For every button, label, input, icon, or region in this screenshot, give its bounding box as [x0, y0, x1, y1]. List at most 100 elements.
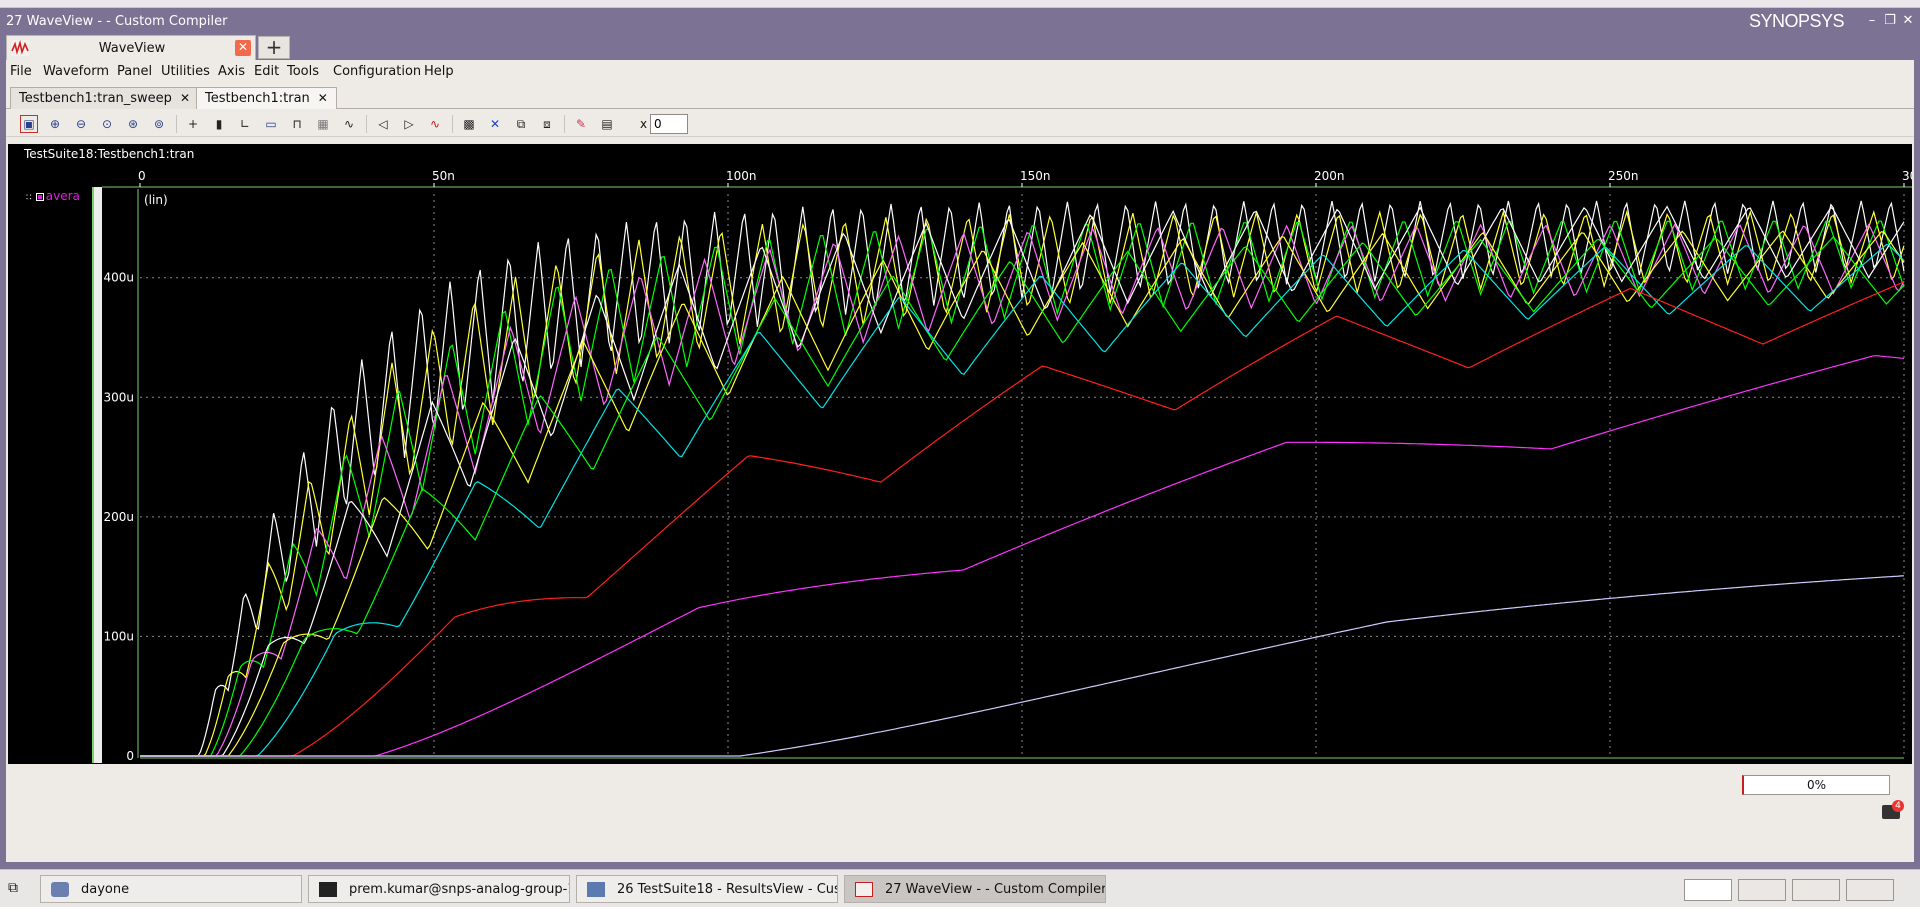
waveform-series-line	[140, 355, 1905, 757]
vertical-scrollbar[interactable]	[92, 187, 102, 763]
y-unit-label: (lin)	[144, 193, 168, 207]
signal-checkbox-icon[interactable]	[35, 192, 44, 201]
toolbar-separator	[176, 115, 177, 133]
close-tab-icon[interactable]: ✕	[179, 91, 190, 105]
title-band	[8, 144, 1912, 162]
waveform-series-line	[140, 205, 1905, 757]
prev-icon[interactable]: ◁	[378, 117, 388, 131]
measure-icon[interactable]: ∟	[239, 117, 251, 131]
task-dayone[interactable]: dayone	[40, 875, 302, 903]
tray-box[interactable]	[1792, 879, 1840, 901]
synopsys-logo: SYNOPSYS	[1748, 11, 1845, 31]
y-tick-label: 300u	[103, 390, 134, 404]
menu-edit[interactable]: Edit	[254, 64, 280, 79]
menu-panel[interactable]: Panel	[117, 64, 153, 79]
edge-icon[interactable]: ∿	[429, 117, 441, 131]
menu-tools[interactable]: Tools	[287, 64, 320, 79]
next-icon[interactable]: ▷	[404, 117, 414, 131]
legend-label: avera	[45, 189, 80, 203]
close-tab-icon[interactable]: ✕	[235, 40, 251, 56]
tray-box[interactable]	[1846, 879, 1894, 901]
x-value-input[interactable]	[650, 114, 688, 134]
terminal-icon	[319, 882, 337, 897]
menu-axis[interactable]: Axis	[218, 64, 245, 79]
menu-bar: File Waveform Panel Utilities Axis Edit …	[6, 60, 1914, 84]
folder-icon	[51, 882, 69, 897]
delete-icon[interactable]: ✕	[489, 117, 501, 131]
stack-icon[interactable]: ▤	[601, 117, 613, 131]
zoom-fit-icon[interactable]: ▣	[20, 115, 38, 133]
stripes-icon[interactable]: ▮	[215, 117, 223, 131]
zoom-in-icon[interactable]: ⊕	[49, 117, 61, 131]
snapshot-icon[interactable]: ▩	[463, 117, 475, 131]
close-window-icon[interactable]: ✕	[1902, 13, 1914, 28]
show-desktop-icon[interactable]: ⧉	[8, 880, 18, 896]
waveform-series-line	[140, 230, 1905, 757]
task-terminal[interactable]: prem.kumar@snps-analog-group-16...	[308, 875, 570, 903]
notification-count: 4	[1892, 800, 1904, 812]
application-window: WaveView ✕ + File Waveform Panel Utiliti…	[6, 35, 1914, 862]
waveform-panel: 0050n50n100n100n150n150n200n200n250n250n…	[8, 144, 1912, 764]
waveform-series-line	[140, 235, 1905, 757]
grid-icon[interactable]: ▦	[317, 117, 329, 131]
zoom-x-icon[interactable]: ⊙	[101, 117, 113, 131]
drag-handle-icon[interactable]: ∷	[26, 193, 32, 203]
doc-tab-waveview[interactable]: WaveView ✕	[6, 35, 256, 60]
restore-icon[interactable]: ❐	[1884, 13, 1896, 28]
x-tick-label-top: 100n	[726, 169, 757, 183]
task-waveview[interactable]: 27 WaveView - - Custom Compiler	[844, 875, 1106, 903]
x-tick-label-top: 50n	[432, 169, 455, 183]
window-titlebar: 27 WaveView - - Custom Compiler SYNOPSYS…	[0, 8, 1920, 35]
task-resultsview[interactable]: 26 TestSuite18 - ResultsView - Cus...	[576, 875, 838, 903]
zoom-y-icon[interactable]: ⊛	[127, 117, 139, 131]
y-tick-label: 200u	[103, 510, 134, 524]
view-tab-bar: Testbench1:tran_sweep ✕ Testbench1:tran ✕	[6, 84, 1914, 110]
progress-indicator: 0%	[1742, 775, 1890, 795]
minimize-icon[interactable]: –	[1868, 13, 1876, 28]
tray-box[interactable]	[1738, 879, 1786, 901]
zoom-area-icon[interactable]: ⊚	[153, 117, 165, 131]
tab-label: Testbench1:tran_sweep	[19, 91, 172, 106]
waveview-app-icon	[11, 40, 29, 56]
notification-icon[interactable]: 4	[1882, 800, 1904, 819]
tab-tran[interactable]: Testbench1:tran ✕	[196, 87, 337, 110]
copy-icon[interactable]: ⧉	[516, 116, 526, 131]
waveform-series-line	[140, 243, 1905, 757]
menu-utilities[interactable]: Utilities	[161, 64, 210, 79]
x-tick-label-top: 200n	[1314, 169, 1345, 183]
top-strip	[0, 0, 1920, 8]
close-tab-icon[interactable]: ✕	[317, 91, 328, 105]
zoom-out-icon[interactable]: ⊖	[75, 117, 87, 131]
cursor-cross-icon[interactable]: +	[187, 117, 199, 131]
layout-icon[interactable]: ⧈	[543, 116, 551, 131]
pulse-icon[interactable]: ⊓	[292, 117, 302, 131]
menu-help[interactable]: Help	[424, 64, 454, 79]
signal-list: ∷ avera	[8, 187, 93, 762]
menu-file[interactable]: File	[10, 64, 32, 79]
wave-icon[interactable]: ∿	[343, 117, 355, 131]
waveform-series-line	[140, 223, 1905, 757]
new-tab-button[interactable]: +	[258, 36, 290, 59]
x-label: x	[640, 117, 648, 131]
toolbar: ▣ ⊕ ⊖ ⊙ ⊛ ⊚ + ▮ ∟ ▭ ⊓ ▦ ∿ ◁ ▷ ∿ ▩ ✕ ⧉ ⧈ …	[6, 109, 1914, 137]
tab-tran-sweep[interactable]: Testbench1:tran_sweep ✕	[10, 87, 199, 109]
toolbar-separator	[366, 115, 367, 133]
eraser-icon[interactable]: ✎	[575, 117, 587, 131]
task-label: prem.kumar@snps-analog-group-16...	[349, 882, 569, 897]
task-label: dayone	[81, 882, 130, 897]
task-label: 27 WaveView - - Custom Compiler	[885, 882, 1106, 897]
doc-tab-label: WaveView	[98, 41, 166, 56]
marker-icon[interactable]: ▭	[265, 117, 277, 131]
document-tab-bar: WaveView ✕ +	[6, 35, 1914, 60]
y-tick-label: 100u	[103, 629, 134, 643]
tab-label: Testbench1:tran	[205, 91, 310, 106]
legend-item[interactable]: ∷ avera	[26, 189, 80, 203]
task-label: 26 TestSuite18 - ResultsView - Cus...	[617, 882, 838, 897]
menu-configuration[interactable]: Configuration	[333, 64, 422, 79]
x-tick-label-top: 250n	[1608, 169, 1639, 183]
waveform-chart[interactable]: 0050n50n100n100n150n150n200n200n250n250n…	[8, 144, 1912, 764]
tray-box[interactable]	[1684, 879, 1732, 901]
menu-waveform[interactable]: Waveform	[43, 64, 109, 79]
toolbar-separator	[452, 115, 453, 133]
x-tick-label-top: 150n	[1020, 169, 1051, 183]
